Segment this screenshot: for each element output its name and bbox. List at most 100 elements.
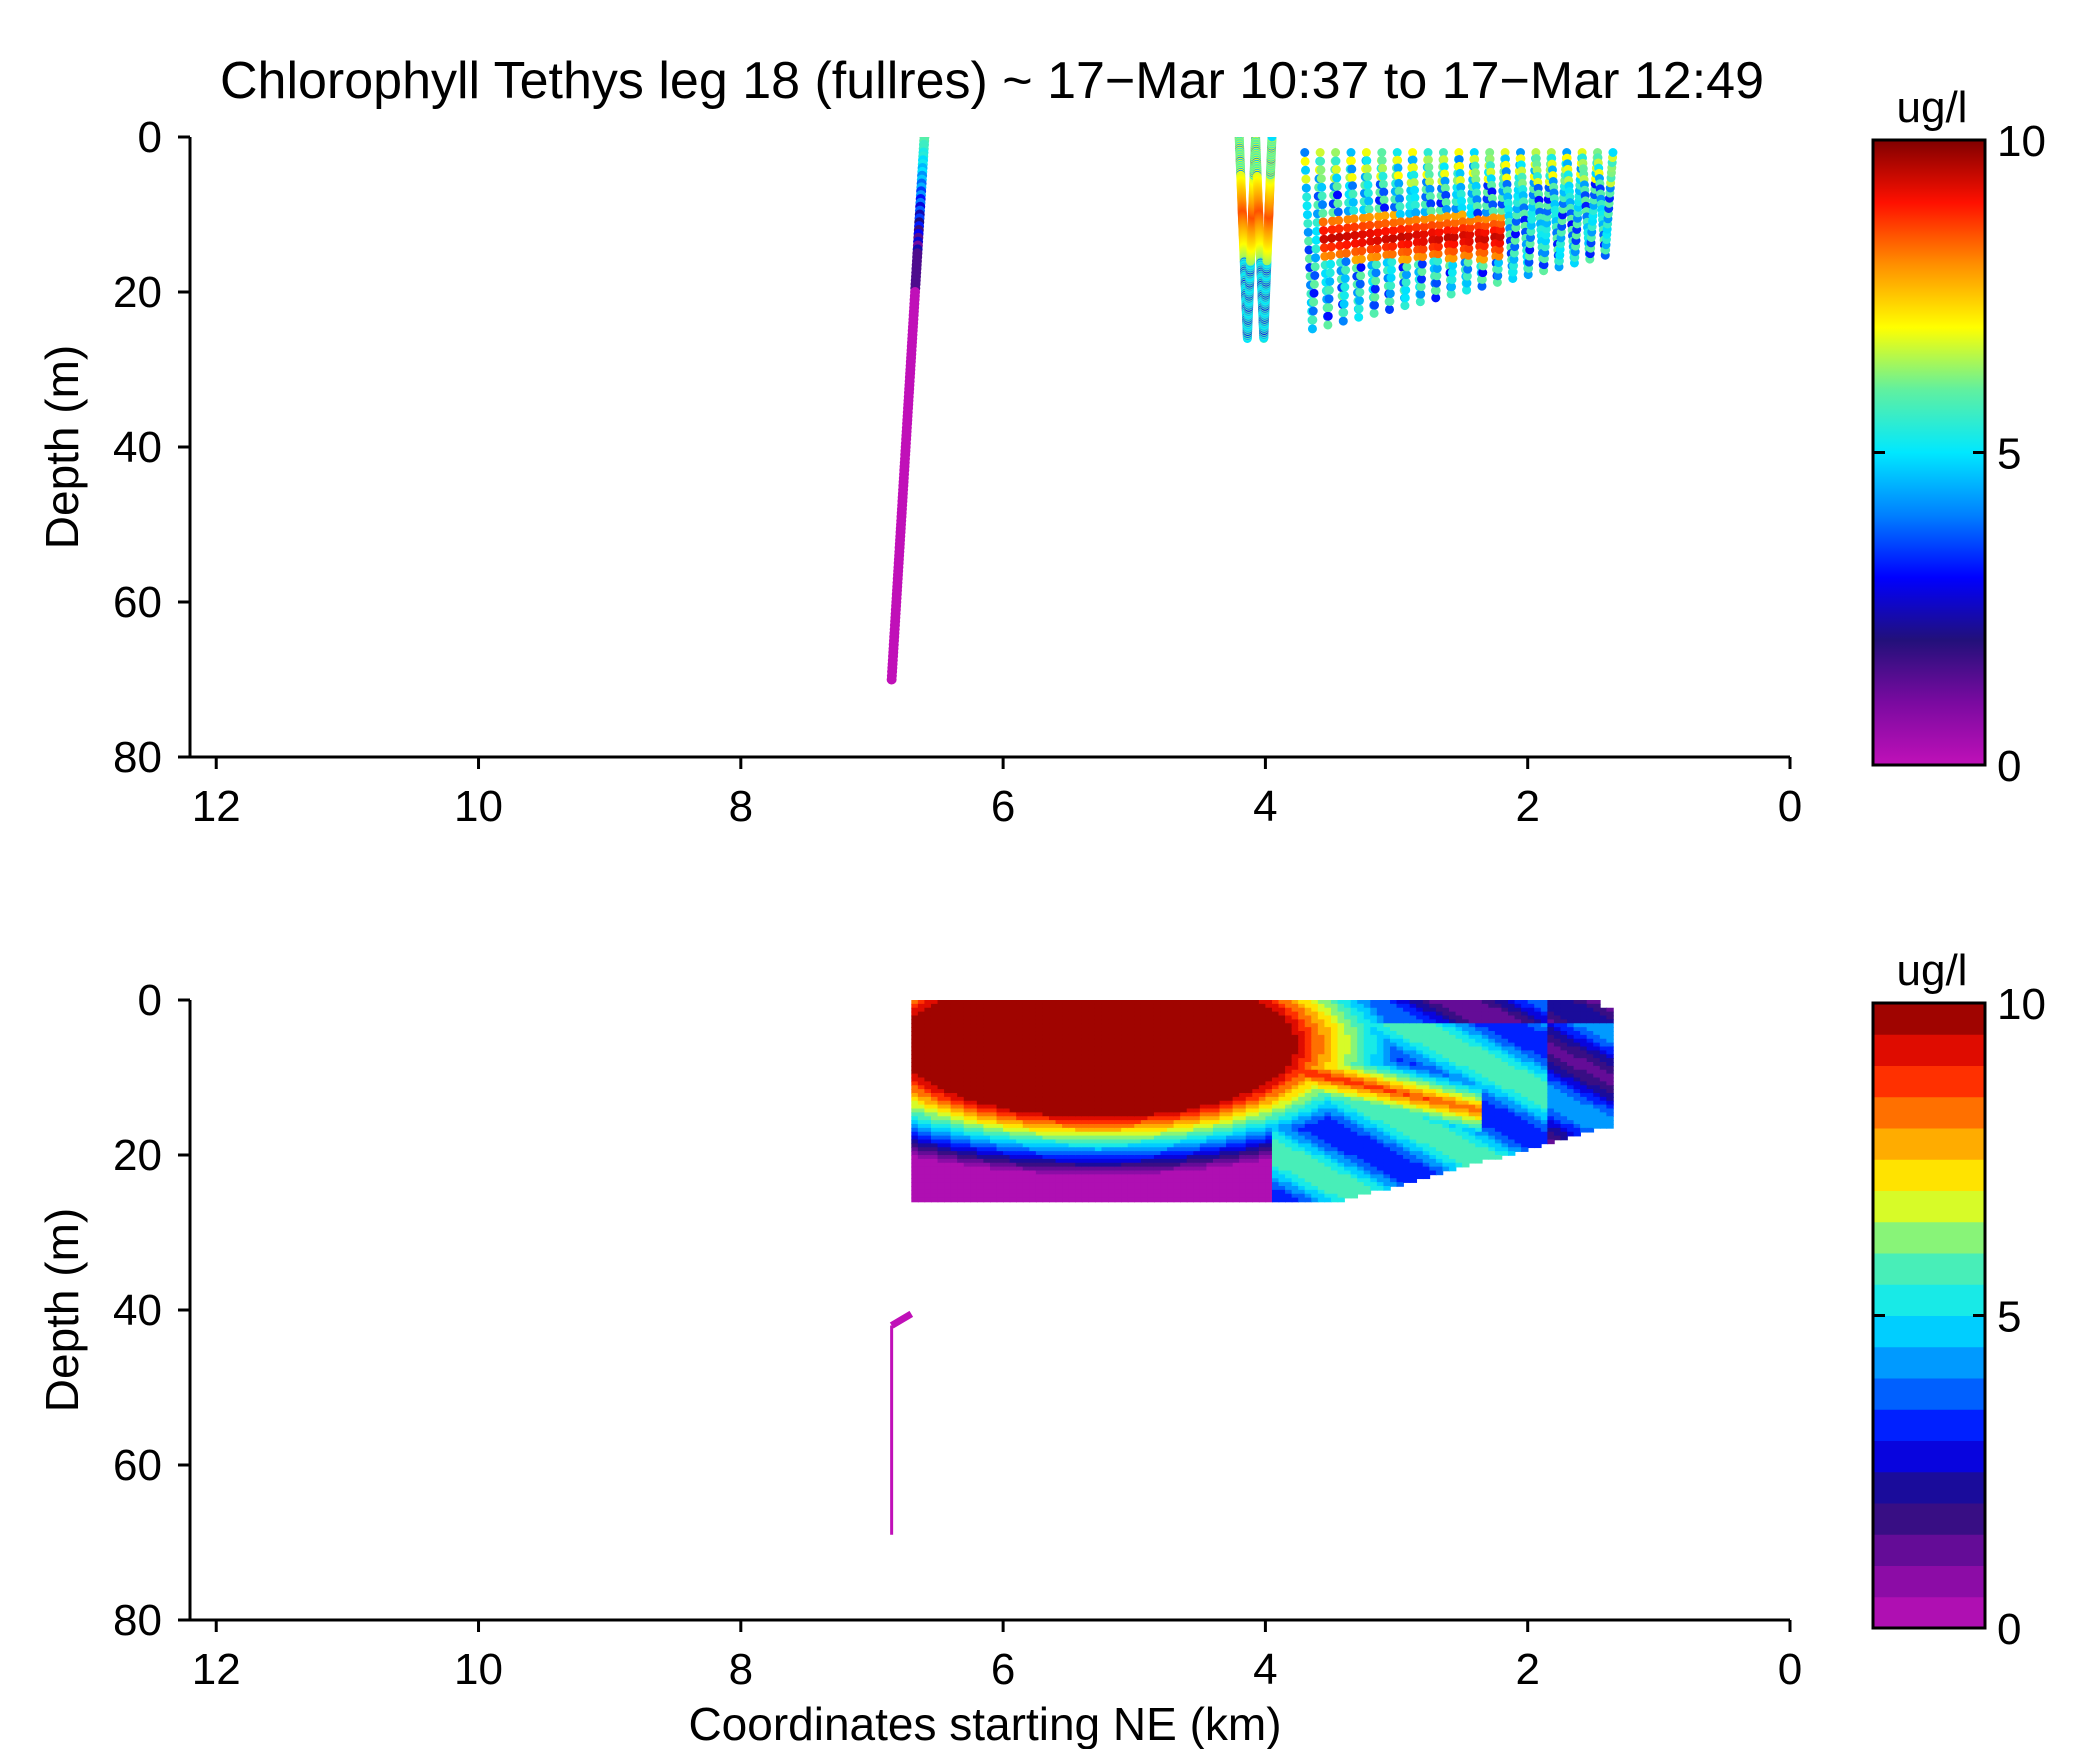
heatmap-cell: [1304, 1046, 1313, 1052]
track-point: [1423, 148, 1433, 157]
heatmap-cell: [1029, 1131, 1037, 1137]
heatmap-cell: [1291, 1197, 1299, 1203]
heatmap-cell: [1088, 1178, 1096, 1183]
heatmap-cell: [963, 1050, 972, 1056]
heatmap-cell: [1232, 1162, 1240, 1168]
heatmap-cell: [950, 1186, 959, 1191]
heatmap-cell: [937, 1054, 945, 1059]
heatmap-cell: [950, 1127, 959, 1133]
heatmap-cell: [1101, 1178, 1109, 1183]
heatmap-cell: [970, 1112, 978, 1118]
heatmap-cell: [1134, 1108, 1142, 1114]
heatmap-cell: [1121, 1011, 1129, 1017]
heatmap-cell: [1035, 1031, 1044, 1036]
heatmap-cell: [1252, 1093, 1260, 1098]
heatmap-cell: [970, 1038, 978, 1044]
heatmap-cell: [1232, 1174, 1240, 1180]
heatmap-cell: [1035, 1100, 1044, 1106]
heatmap-cell: [1009, 1023, 1018, 1028]
heatmap-cell: [1022, 1023, 1031, 1028]
track-point: [1608, 148, 1618, 157]
heatmap-cell: [1180, 1104, 1188, 1110]
heatmap-cell: [1173, 1054, 1181, 1059]
heatmap-cell: [924, 1089, 932, 1094]
track-point: [1401, 285, 1411, 295]
track-point: [1455, 168, 1465, 178]
heatmap-cell: [1206, 1170, 1214, 1176]
heatmap-cell: [957, 1011, 965, 1017]
heatmap-cell: [1088, 1158, 1096, 1164]
heatmap-cell: [1062, 1096, 1070, 1102]
heatmap-cell: [1127, 1189, 1136, 1195]
heatmap-cell: [1271, 1182, 1280, 1187]
heatmap-cell: [1055, 1120, 1063, 1125]
heatmap-cell: [1206, 1116, 1214, 1121]
heatmap-cell: [1219, 1155, 1227, 1160]
track-point: [1354, 296, 1364, 306]
heatmap-cell: [1226, 1189, 1234, 1195]
heatmap-cell: [957, 1108, 965, 1114]
heatmap-cell: [1193, 1139, 1201, 1145]
heatmap-cell: [1147, 1189, 1155, 1195]
heatmap-cell: [917, 1193, 926, 1199]
heatmap-cell: [944, 1120, 952, 1125]
heatmap-cell: [1042, 1081, 1050, 1087]
heatmap-cell: [1121, 1065, 1129, 1071]
heatmap-cell: [1029, 1062, 1037, 1067]
heatmap-cell: [1245, 1011, 1254, 1017]
heatmap-cell: [1298, 1023, 1306, 1028]
heatmap-cell: [1160, 1158, 1168, 1164]
track-point: [1463, 250, 1473, 260]
heatmap-cell: [1285, 1158, 1293, 1164]
heatmap-cell: [1003, 1124, 1011, 1129]
heatmap-cell: [1245, 1081, 1254, 1087]
heatmap-cell: [1127, 1007, 1136, 1013]
track-point: [886, 674, 897, 685]
heatmap-cell: [1088, 1019, 1096, 1025]
heatmap-cell: [976, 1069, 985, 1075]
heatmap-cell: [1055, 1089, 1063, 1094]
heatmap-cell: [1298, 1077, 1306, 1083]
heatmap-cell: [1265, 1027, 1273, 1032]
heatmap-cell: [1298, 1015, 1306, 1021]
heatmap-cell: [1068, 1108, 1077, 1114]
heatmap-cell: [911, 1193, 919, 1199]
heatmap-cell: [1291, 1007, 1299, 1013]
heatmap-cell: [1160, 1019, 1168, 1025]
heatmap-cell: [1055, 1062, 1063, 1067]
heatmap-cell: [1075, 1116, 1083, 1121]
heatmap-cell: [1311, 1085, 1319, 1090]
heatmap-cell: [1088, 1131, 1096, 1137]
heatmap-cell: [1193, 1058, 1201, 1063]
heatmap-cell: [1022, 1104, 1031, 1110]
heatmap-cell: [1193, 1062, 1201, 1067]
heatmap-cell: [1298, 1058, 1306, 1063]
heatmap-cell: [1245, 1062, 1254, 1067]
heatmap-cell: [924, 1096, 932, 1102]
heatmap-cell: [1003, 1046, 1011, 1052]
heatmap-cell: [917, 1124, 926, 1129]
heatmap-cell: [924, 1108, 932, 1114]
heatmap-cell: [1108, 1069, 1116, 1075]
heatmap-cell: [1121, 1050, 1129, 1056]
heatmap-cell: [1232, 1104, 1240, 1110]
heatmap-cell: [963, 1151, 972, 1156]
heatmap-cell: [1042, 1077, 1050, 1083]
heatmap-cell: [1029, 1081, 1037, 1087]
heatmap-cell: [1239, 1023, 1247, 1028]
track-point: [1388, 225, 1398, 235]
heatmap-cell: [1298, 1100, 1306, 1106]
heatmap-cell: [1055, 1011, 1063, 1017]
heatmap-cell: [1108, 1151, 1116, 1156]
heatmap-cell: [1127, 1112, 1136, 1118]
heatmap-cell: [1206, 1003, 1214, 1009]
heatmap-cell: [1186, 1182, 1195, 1187]
heatmap-cell: [1042, 1042, 1050, 1048]
heatmap-cell: [1285, 1077, 1293, 1083]
heatmap-cell: [944, 1143, 952, 1149]
heatmap-cell: [1160, 1127, 1168, 1133]
heatmap-cell: [1278, 1104, 1286, 1110]
heatmap-cell: [1226, 1038, 1234, 1044]
heatmap-cell: [1009, 1155, 1018, 1160]
heatmap-cell: [1088, 1139, 1096, 1145]
